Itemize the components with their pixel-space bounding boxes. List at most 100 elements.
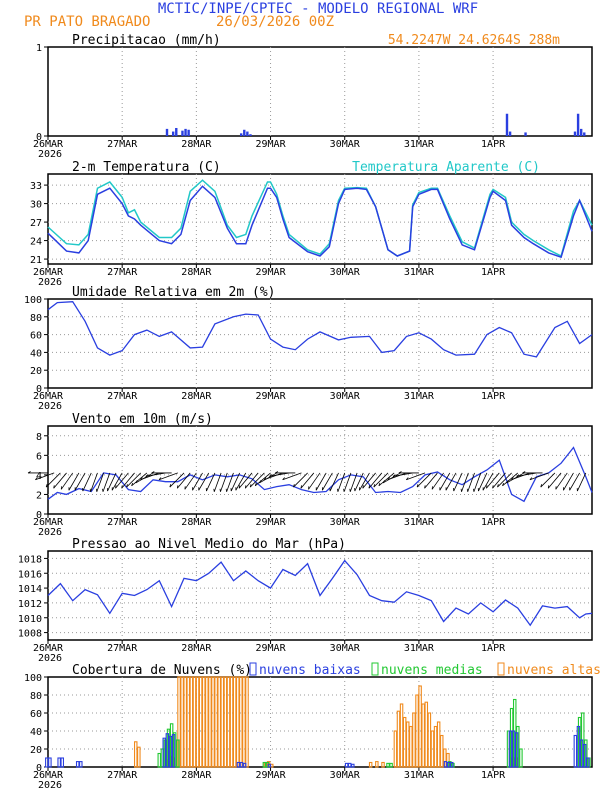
wind-barb-head — [158, 477, 162, 481]
wind-barb — [300, 472, 315, 489]
cloud-bar-nuvens-baixas — [443, 761, 448, 768]
wind-xtick-label: 28MAR — [181, 517, 212, 528]
wind-barb-head — [506, 480, 509, 484]
wind-barb — [492, 472, 506, 489]
wind-frame — [47, 425, 593, 515]
temp-ytick-label: 21 — [30, 255, 42, 266]
cloud-bar-nuvens-altas — [192, 676, 197, 768]
wind-barb — [511, 472, 531, 481]
pressure-title: Pressao ao Nivel Medio do Mar (hPa) — [72, 537, 346, 552]
wind-barb — [126, 472, 142, 488]
precip-xtick-label: 1APR — [481, 139, 506, 150]
cloud-bar-nuvens-medias — [176, 739, 180, 768]
wind-barb-head — [145, 474, 149, 477]
clouds-xtick-label: 30MAR — [330, 770, 361, 781]
wind-barb — [293, 472, 308, 488]
cloud-bar-nuvens-altas — [433, 725, 438, 768]
cloud-legend-label: nuvens medias — [381, 663, 483, 678]
wind-barb — [453, 472, 463, 492]
cloud-bar-nuvens-altas — [217, 676, 221, 768]
cloud-bar-nuvens-altas — [198, 676, 203, 768]
pressure-xtick-label: 29MAR — [255, 643, 286, 654]
cloud-bar-nuvens-altas — [208, 676, 212, 768]
temp-xtick-label: 30MAR — [330, 267, 361, 278]
clouds-ytick-label: 60 — [30, 709, 42, 720]
precip-xtick-label: 31MAR — [404, 139, 435, 150]
wind-barb-head — [282, 477, 285, 481]
wind-xtick-label: 31MAR — [404, 517, 435, 528]
wind-barb — [368, 472, 383, 489]
temp-ytick-label: 27 — [30, 218, 42, 229]
clouds-ytick-label: 40 — [30, 727, 42, 738]
cloud-bar-nuvens-medias — [389, 762, 393, 768]
wind-barb — [387, 472, 407, 481]
cloud-bar-nuvens-baixas — [162, 737, 167, 768]
wind-barb-head — [387, 477, 391, 481]
precip-xtick-label: 29MAR — [255, 139, 286, 150]
cloud-bar-nuvens-altas — [396, 710, 401, 768]
wind-barb-head — [547, 485, 550, 489]
wind-barb — [230, 472, 240, 492]
precip-bar — [181, 130, 184, 136]
wind-barb — [424, 472, 438, 489]
wind-barb-head — [53, 485, 55, 489]
header-title: MCTIC/INPE/CPTEC - MODELO REGIONAL WRF — [158, 1, 478, 17]
wind-barb — [102, 472, 111, 492]
wind-barb-head — [293, 484, 295, 488]
wind-barb — [235, 472, 247, 491]
wind-barb-head — [540, 484, 542, 488]
wind-barb-head — [511, 477, 514, 481]
rh-year-label: 2026 — [38, 401, 62, 412]
precip-bar — [171, 131, 175, 136]
wind-barb — [563, 472, 574, 491]
wind-barb-head — [522, 471, 526, 474]
wind-barb-head — [259, 480, 262, 484]
clouds-frame — [47, 676, 593, 768]
wind-barb — [169, 472, 185, 488]
cloud-bar-nuvens-altas — [189, 676, 194, 768]
cloud-bar-nuvens-medias — [262, 761, 267, 768]
wind-barb-head — [416, 484, 419, 488]
cloud-bar-nuvens-medias — [386, 762, 390, 768]
wind-barb — [343, 472, 352, 492]
cloud-bar-nuvens-altas — [415, 694, 419, 768]
precip-bar — [246, 131, 249, 136]
cloud-bar-nuvens-baixas — [165, 733, 170, 768]
wind-barb — [74, 472, 86, 491]
cloud-bar-nuvens-medias — [157, 752, 162, 768]
cloud-bar-nuvens-altas — [424, 701, 429, 768]
wind-title: Vento em 10m (m/s) — [72, 412, 213, 427]
precip-bar — [573, 131, 577, 136]
wind-barb-head — [368, 485, 370, 489]
wind-barb-head — [35, 477, 38, 481]
cloud-bar-nuvens-baixas — [79, 761, 83, 768]
wind-barb — [516, 472, 537, 477]
wind-barb-head — [405, 477, 409, 481]
cloud-bar-nuvens-baixas — [514, 732, 519, 768]
rh-xtick-label: 1APR — [481, 391, 506, 402]
pressure-ytick-label: 1018 — [18, 554, 42, 565]
temperature-line — [47, 185, 593, 259]
pressure-line — [47, 559, 593, 627]
cloud-legend-swatch — [249, 662, 257, 676]
cloud-bar-nuvens-altas — [368, 761, 373, 768]
wind-barb — [502, 472, 519, 487]
wind-barb-head — [378, 482, 381, 486]
wind-barb — [461, 472, 469, 492]
clouds-xtick-label: 28MAR — [181, 770, 212, 781]
cloud-bar-nuvens-baixas — [242, 762, 247, 768]
rh-frame — [47, 298, 593, 389]
cloud-legend-swatch — [371, 662, 379, 676]
wind-barb — [213, 472, 222, 492]
wind-barb-head — [254, 482, 257, 486]
temp-xtick-label: 26MAR — [33, 267, 64, 278]
clouds-title: Cobertura de Nuvens (%) — [72, 663, 252, 678]
wind-barb-head — [151, 471, 155, 474]
pressure-ytick-label: 1010 — [18, 614, 42, 625]
wind-barb — [322, 472, 333, 491]
pressure-ytick-label: 1008 — [18, 629, 42, 640]
cloud-bar-nuvens-baixas — [267, 763, 272, 768]
wind-barb — [362, 472, 376, 489]
wind-barb-head — [244, 485, 247, 489]
wind-xtick-label: 29MAR — [255, 517, 286, 528]
